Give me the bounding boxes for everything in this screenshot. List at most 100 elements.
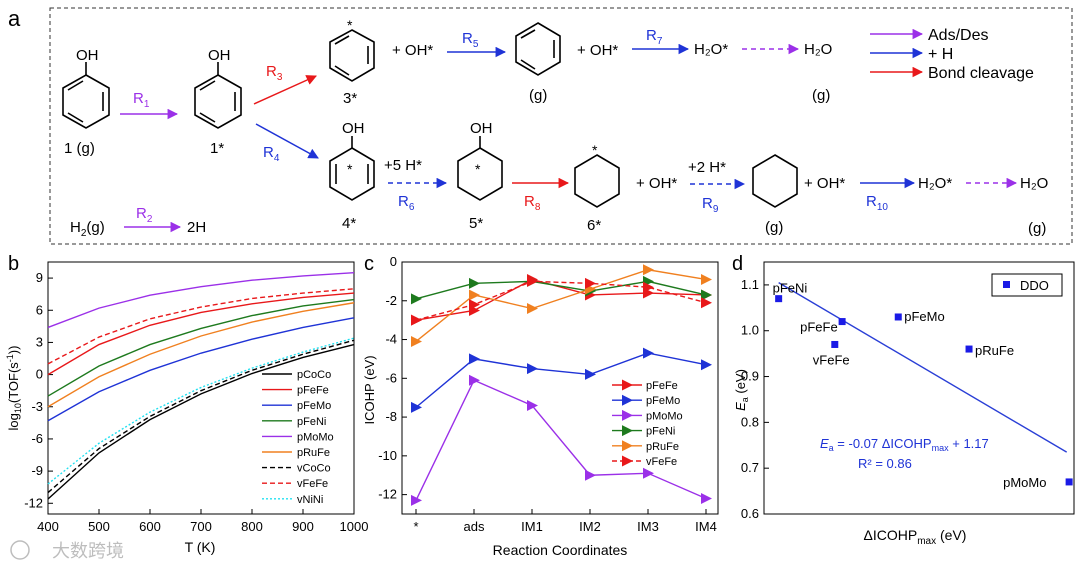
series-line-vCoCo (47, 339, 355, 494)
panel-label-c: c (364, 253, 374, 275)
arrow-r4 (255, 123, 319, 159)
cyclohexane-gas-label: (g) (765, 219, 783, 236)
species-1-star: 1* (210, 140, 224, 157)
legend-label-vCoCo: vCoCo (297, 463, 331, 475)
watermark: 大数跨境 (10, 540, 124, 561)
legend-label-pRuFe: pRuFe (646, 441, 679, 453)
phenol-gas-structure (62, 62, 110, 129)
scatter-point-pFeFe (838, 318, 846, 326)
reaction-r7: R7 (646, 27, 663, 47)
ylabel-d: Ea (eV) (733, 369, 750, 411)
series-line-pFeFe (415, 278, 707, 321)
y-tick-label-c: -2 (385, 293, 397, 308)
y-tick-label-b: -12 (24, 495, 43, 510)
series-line-pRuFe (47, 302, 355, 408)
reaction-r1: R1 (133, 90, 150, 110)
legend-label-vFeFe: vFeFe (297, 478, 328, 490)
x-tick-label-b: 900 (292, 519, 314, 534)
marker-pMoMo (411, 494, 422, 506)
xlabel-b: T (K) (185, 539, 216, 555)
y-tick-label-c: -4 (385, 332, 397, 347)
marker-pMoMo (527, 399, 538, 411)
plot-frame-d (763, 261, 1075, 515)
legend-label-vNiNi: vNiNi (297, 494, 323, 506)
y-tick-label-c: -12 (378, 487, 397, 502)
marker-vFeFe (527, 275, 538, 287)
axis-ticks-d: 0.6 0.7 0.8 0.9 1.0 1.1 (741, 277, 769, 521)
point-label-vFeFe: vFeFe (813, 352, 850, 367)
marker-pMoMo (701, 492, 712, 504)
x-tick-label-b: 500 (88, 519, 110, 534)
marker-pMoMo (585, 469, 596, 481)
legend-box-d (991, 273, 1063, 297)
panel-a: a OH 1 (g) R1 OH 1* R3 R4 * (8, 6, 1073, 245)
point-label-pRuFe: pRuFe (975, 343, 1014, 358)
reaction-r6: R6 (398, 193, 415, 213)
axis-ticks-b: 400 500 600 700 800 900 1000 -12 -9 -6 -3 0 3 6 9 (24, 270, 368, 534)
marker-vFeFe (469, 299, 480, 311)
y-tick-label-d: 0.7 (741, 460, 759, 475)
h2o-star-bottom: H₂O* (918, 175, 952, 192)
reaction-r8: R8 (524, 193, 541, 213)
species-3-star: 3* (343, 90, 357, 107)
scatter-point-pMoMo (1065, 478, 1073, 486)
x-tick-label-c: IM2 (579, 519, 601, 534)
marker-pFeMo (411, 401, 422, 413)
marker-pFeNi (469, 277, 480, 289)
marker-pFeMo (701, 359, 712, 371)
legend-ddo: DDO (1020, 278, 1049, 293)
scheme-box (49, 7, 1073, 245)
phenol-ads-structure (194, 62, 242, 129)
series-line-pRuFe (415, 269, 707, 343)
legend-marker-pRuFe (622, 440, 633, 452)
series-line-pFeNi (415, 280, 707, 300)
marker-pMoMo (643, 467, 654, 479)
legend-marker-pFeFe (622, 379, 633, 391)
x-tick-label-b: 400 (37, 519, 59, 534)
marker-pFeNi (411, 293, 422, 305)
fit-equation: Ea = -0.07 ΔICOHPmax + 1.17 R² = 0.86 (820, 436, 989, 471)
panel-label-b: b (8, 253, 19, 275)
y-tick-label-b: 3 (36, 334, 43, 349)
series-line-pFeNi (47, 298, 355, 397)
legend-label-pFeMo: pFeMo (297, 400, 331, 412)
marker-pMoMo (469, 374, 480, 386)
y-tick-label-c: -6 (385, 370, 397, 385)
marker-vFeFe (701, 297, 712, 309)
benzene-gas-structure (515, 22, 561, 76)
watermark-logo-icon (10, 540, 30, 560)
h2o-bottom: H₂O (1020, 175, 1048, 192)
scatter-d: pFeNi pFeFe vFeFe pFeMo pRuFe pMoMo (773, 281, 1073, 490)
scatter-point-vFeFe (831, 340, 839, 348)
panel-b: b 400 500 600 700 800 900 1000 -12 -9 -6 -3 0 3 6 9 pC… (5, 253, 368, 555)
arrow-r3 (253, 75, 317, 105)
marker-pRuFe (411, 335, 422, 347)
legend-marker-vFeFe (622, 455, 633, 467)
marker-pRuFe (469, 289, 480, 301)
fit-r2: R² = 0.86 (858, 456, 912, 471)
y-tick-label-b: 9 (36, 270, 43, 285)
panel-d: d 0.6 0.7 0.8 0.9 1.0 1.1 pFeNi pFeFe vFeFe pFeM… (732, 253, 1075, 547)
legend-label-pFeFe: pFeFe (297, 385, 329, 397)
oh-label: OH (208, 47, 231, 64)
y-tick-label-b: -9 (31, 463, 43, 478)
series-line-vFeFe (47, 288, 355, 365)
species-4-structure (329, 136, 375, 201)
marker-pFeNi (701, 289, 712, 301)
marker-pRuFe (643, 264, 654, 276)
star-marker: * (592, 142, 598, 158)
legend-plus-h: + H (928, 46, 953, 63)
legend-b: pCoCo pFeFe pFeMo pFeNi pMoMo pRuFe vCoCo vFeFe… (262, 369, 334, 506)
watermark-text: 大数跨境 (52, 541, 124, 561)
star-marker: * (347, 161, 353, 177)
point-label-pFeMo: pFeMo (904, 309, 944, 324)
y-tick-label-d: 1.0 (741, 323, 759, 338)
two-h-label: +2 H* (688, 159, 726, 176)
y-tick-label-b: -3 (31, 399, 43, 414)
x-tick-label-b: 700 (190, 519, 212, 534)
x-tick-label-b: 600 (139, 519, 161, 534)
x-tick-label-c: ads (464, 519, 485, 534)
legend-label-pMoMo: pMoMo (646, 410, 683, 422)
